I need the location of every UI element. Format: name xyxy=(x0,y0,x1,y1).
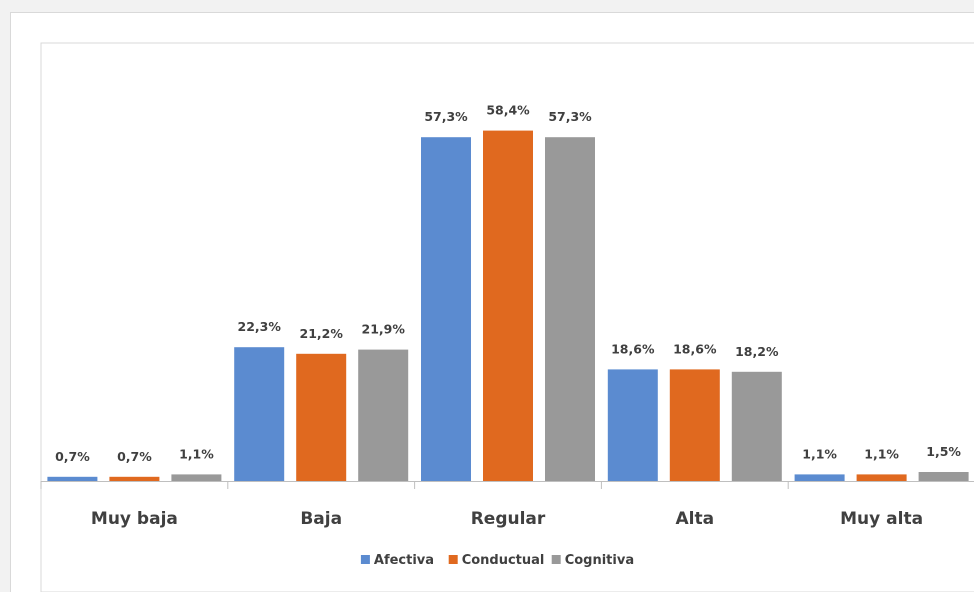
category-labels-group: Muy baja Baja Regular Alta Muy alta xyxy=(91,509,923,529)
bar-afectiva-muy-alta xyxy=(794,474,845,481)
legend-swatch-conductual xyxy=(448,555,458,564)
bars-group xyxy=(47,130,969,481)
plot-area-border xyxy=(40,42,974,592)
chart-area: 0,7% 0,7% 1,1% 22,3% 21,2% 21,9% 57,3% 58,4% 57,… xyxy=(10,12,974,592)
data-label: 18,6% xyxy=(673,341,717,356)
legend-label-afectiva: Afectiva xyxy=(374,553,434,568)
bar-cognitiva-baja xyxy=(358,349,409,481)
legend-swatch-afectiva xyxy=(360,555,370,564)
bar-conductual-alta xyxy=(669,369,720,481)
data-label: 1,1% xyxy=(864,446,899,461)
data-label: 18,6% xyxy=(611,341,655,356)
bar-conductual-regular xyxy=(483,130,533,481)
data-label: 1,1% xyxy=(802,446,837,461)
data-label: 57,3% xyxy=(548,109,592,124)
data-label: 0,7% xyxy=(117,449,152,464)
category-label: Regular xyxy=(471,509,546,529)
bar-conductual-muy-baja xyxy=(109,476,160,481)
bar-conductual-baja xyxy=(296,353,347,481)
data-label: 21,2% xyxy=(300,326,344,341)
data-label: 18,2% xyxy=(735,344,779,359)
data-label: 21,9% xyxy=(362,322,406,337)
category-label: Alta xyxy=(676,509,715,529)
data-labels-group: 0,7% 0,7% 1,1% 22,3% 21,2% 21,9% 57,3% 58,4% 57,… xyxy=(55,103,961,464)
bar-cognitiva-alta xyxy=(731,371,782,481)
bar-afectiva-baja xyxy=(234,347,285,481)
bar-conductual-muy-alta xyxy=(856,474,907,481)
category-label: Muy baja xyxy=(91,509,178,529)
category-label: Muy alta xyxy=(840,509,923,529)
bar-chart: 0,7% 0,7% 1,1% 22,3% 21,2% 21,9% 57,3% 58,4% 57,… xyxy=(40,42,974,592)
data-label: 1,1% xyxy=(179,446,214,461)
legend-label-conductual: Conductual xyxy=(462,553,545,568)
bar-cognitiva-muy-alta xyxy=(918,472,969,481)
legend-label-cognitiva: Cognitiva xyxy=(565,553,634,568)
data-label: 0,7% xyxy=(55,449,90,464)
category-label: Baja xyxy=(300,509,342,529)
bar-afectiva-alta xyxy=(607,369,658,481)
bar-cognitiva-regular xyxy=(545,137,595,481)
legend: Afectiva Conductual Cognitiva xyxy=(360,553,634,568)
legend-swatch-cognitiva xyxy=(551,555,561,564)
bar-afectiva-regular xyxy=(421,137,471,481)
data-label: 22,3% xyxy=(238,319,282,334)
data-label: 1,5% xyxy=(926,444,961,459)
x-axis-ticks xyxy=(40,481,789,489)
bar-afectiva-muy-baja xyxy=(47,476,98,481)
data-label: 57,3% xyxy=(424,109,468,124)
bar-cognitiva-muy-baja xyxy=(171,474,222,481)
data-label: 58,4% xyxy=(486,103,530,118)
